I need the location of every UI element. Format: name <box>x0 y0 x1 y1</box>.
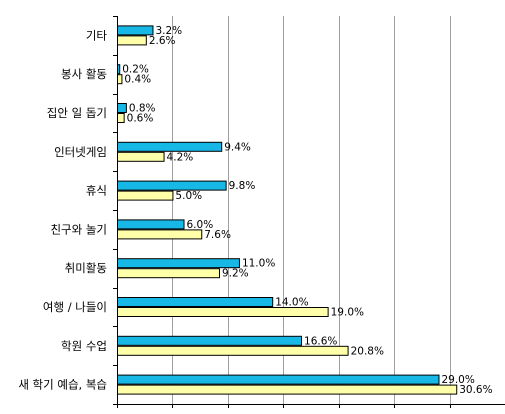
category-label: 인터넷게임 <box>54 145 107 159</box>
category-label: 취미활동 <box>65 261 107 275</box>
bar-series-2 <box>117 268 220 279</box>
axes <box>113 16 505 408</box>
data-label: 9.8% <box>229 180 256 192</box>
data-label: 14.0% <box>275 297 308 309</box>
bar-series-1 <box>117 103 127 113</box>
data-label: 0.4% <box>124 74 151 86</box>
data-label: 9.2% <box>222 268 249 280</box>
bar-series-2 <box>117 307 329 317</box>
bar-series-1 <box>117 141 223 152</box>
labels: 기타 3.2%2.6% 봉사 활동 0.2%0.4% 집안 일 돕기 0.8%0.6% 인터… <box>18 25 492 396</box>
bars <box>117 25 458 395</box>
bar-series-1 <box>117 219 185 230</box>
category-label: 친구와 놀기 <box>50 222 107 236</box>
bar-series-1 <box>117 180 227 191</box>
category-label: 집안 일 돕기 <box>47 106 107 120</box>
data-label: 30.6% <box>459 384 492 396</box>
bar-series-1 <box>117 297 274 307</box>
bar-series-2 <box>117 151 165 162</box>
category-label: 봉사 활동 <box>61 67 107 81</box>
bar-series-2 <box>117 190 174 201</box>
category-label: 여행 / 나들이 <box>43 300 107 314</box>
data-label: 0.2% <box>122 64 149 76</box>
data-label: 5.0% <box>175 190 202 202</box>
data-label: 9.4% <box>224 141 251 153</box>
bar-series-2 <box>117 229 203 240</box>
data-label: 20.8% <box>351 345 384 357</box>
category-label: 학원 수업 <box>61 339 107 353</box>
data-label: 29.0% <box>441 374 474 386</box>
bar-series-2 <box>117 345 349 356</box>
bar-series-1 <box>117 374 440 385</box>
data-label: 11.0% <box>242 258 275 270</box>
bar-series-2 <box>117 113 125 123</box>
data-label: 19.0% <box>331 307 364 319</box>
bar-series-2 <box>117 384 458 395</box>
data-label: 7.6% <box>204 229 231 241</box>
bar-series-1 <box>117 258 240 269</box>
category-label: 새 학기 예습, 복습 <box>18 378 107 392</box>
data-label: 6.0% <box>187 219 214 231</box>
data-label: 0.8% <box>129 103 156 115</box>
data-label: 0.6% <box>127 113 154 125</box>
data-label: 4.2% <box>167 151 194 163</box>
data-label: 3.2% <box>155 25 182 37</box>
bar-series-1 <box>117 25 154 36</box>
bar-series-1 <box>117 335 303 346</box>
category-label: 기타 <box>86 28 108 42</box>
data-label: 16.6% <box>304 335 337 347</box>
bar-series-2 <box>117 35 147 46</box>
bar-series-2 <box>117 74 123 85</box>
category-label: 휴식 <box>86 184 107 198</box>
data-label: 2.6% <box>149 35 176 47</box>
